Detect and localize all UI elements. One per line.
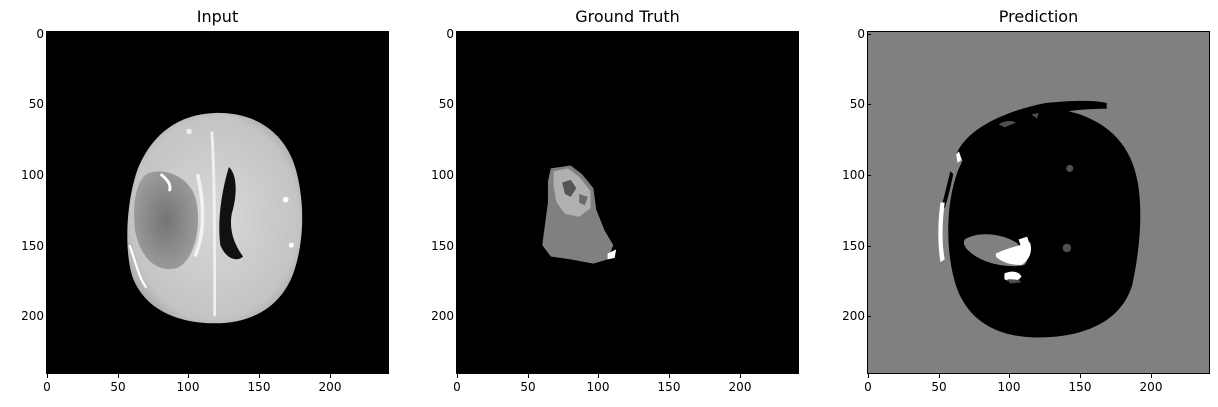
y-tick-label: 50 [28, 97, 51, 111]
y-tick-label: 200 [431, 309, 460, 323]
x-tick-label: 50 [98, 374, 138, 394]
image-axes [46, 31, 389, 374]
image-axes [867, 31, 1210, 374]
y-tick-label: 0 [36, 27, 50, 41]
y-tick-label: 50 [438, 97, 461, 111]
panel-title: Prediction [998, 7, 1079, 26]
x-tick-label: 150 [239, 374, 279, 394]
x-tick-label: 200 [1131, 374, 1171, 394]
prediction-mask [868, 32, 1209, 373]
panel-prediction: Prediction 0 50 100 150 200 0 50 100 150… [821, 0, 1218, 407]
x-tick-label: 0 [27, 374, 67, 394]
x-tick-label: 100 [578, 374, 618, 394]
x-tick-label: 200 [720, 374, 760, 394]
y-tick-label: 100 [842, 168, 871, 182]
y-tick-label: 150 [431, 239, 460, 253]
ground-truth-mask [457, 32, 798, 373]
x-tick-label: 150 [649, 374, 689, 394]
y-tick-label: 0 [857, 27, 871, 41]
x-tick-label: 100 [989, 374, 1029, 394]
y-tick-label: 200 [842, 309, 871, 323]
panel-input: Input [0, 0, 400, 407]
y-tick-label: 50 [849, 97, 872, 111]
y-tick-label: 100 [431, 168, 460, 182]
x-tick-label: 100 [168, 374, 208, 394]
x-tick-label: 200 [310, 374, 350, 394]
panel-title: Ground Truth [575, 7, 680, 26]
y-tick-label: 150 [21, 239, 50, 253]
panel-title: Input [196, 7, 239, 26]
mri-input-image [47, 32, 388, 373]
y-tick-label: 200 [21, 309, 50, 323]
y-tick-label: 100 [21, 168, 50, 182]
x-tick-label: 50 [919, 374, 959, 394]
image-axes [456, 31, 799, 374]
y-tick-label: 150 [842, 239, 871, 253]
x-tick-label: 0 [848, 374, 888, 394]
panel-ground-truth: Ground Truth 0 50 100 150 200 0 50 100 1… [410, 0, 810, 407]
x-tick-label: 50 [508, 374, 548, 394]
x-tick-label: 150 [1060, 374, 1100, 394]
y-tick-label: 0 [446, 27, 460, 41]
x-tick-label: 0 [437, 374, 477, 394]
